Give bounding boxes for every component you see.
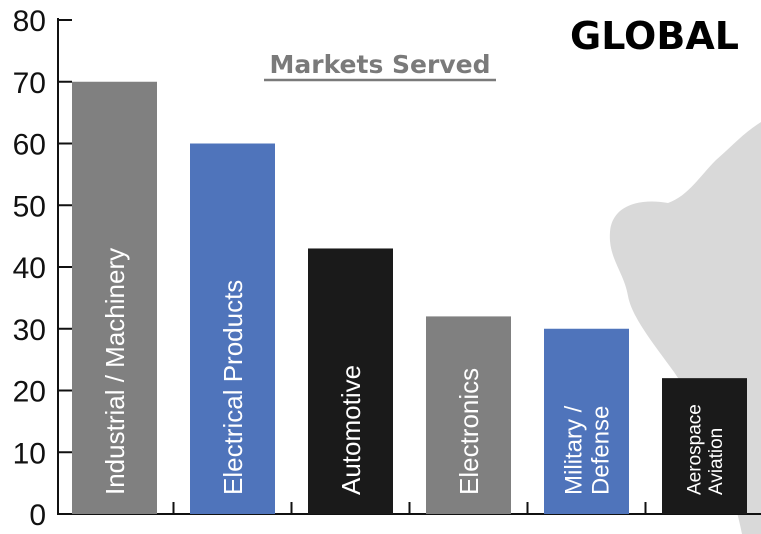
bar-label: Industrial / Machinery — [100, 248, 130, 495]
y-tick-label: 10 — [13, 437, 46, 470]
y-tick-label: 60 — [13, 129, 46, 162]
y-tick-label: 40 — [13, 252, 46, 285]
bar-label-line: Aviation — [706, 428, 727, 495]
y-tick-label: 80 — [13, 5, 46, 38]
bar-label: Electronics — [454, 368, 484, 495]
bar-label-line: Aerospace — [685, 404, 706, 495]
bars — [72, 81, 747, 514]
bar — [662, 378, 747, 514]
bar-label: Military / Defense — [561, 405, 615, 495]
y-tick-label: 50 — [13, 190, 46, 223]
bar-label-line: Defense — [588, 406, 615, 495]
bar — [308, 248, 393, 514]
y-tick-label: 70 — [13, 67, 46, 100]
bar-label: Automotive — [336, 365, 366, 495]
y-tick-label: 20 — [13, 376, 46, 409]
bar — [426, 316, 511, 514]
bar — [544, 328, 629, 514]
y-tick-label: 0 — [29, 499, 46, 532]
chart-title: Markets Served — [270, 50, 491, 79]
bar — [190, 143, 275, 514]
bar-labels: Industrial / Machinery Electrical Product… — [100, 248, 727, 495]
bar-label: Electrical Products — [218, 280, 248, 495]
bar-label-line: Industrial / Machinery — [100, 248, 130, 495]
bar-label-line: Military / — [561, 405, 588, 495]
axes: 0 10 20 30 40 50 60 70 80 — [13, 5, 761, 532]
global-heading: GLOBAL — [570, 14, 739, 58]
bar-label-line: Electronics — [454, 368, 484, 495]
bar-label-line: Electrical Products — [218, 280, 248, 495]
bar-label-line: Automotive — [336, 365, 366, 495]
bar-label: Aerospace Aviation — [685, 404, 727, 495]
bar — [72, 81, 157, 514]
y-tick-label: 30 — [13, 314, 46, 347]
